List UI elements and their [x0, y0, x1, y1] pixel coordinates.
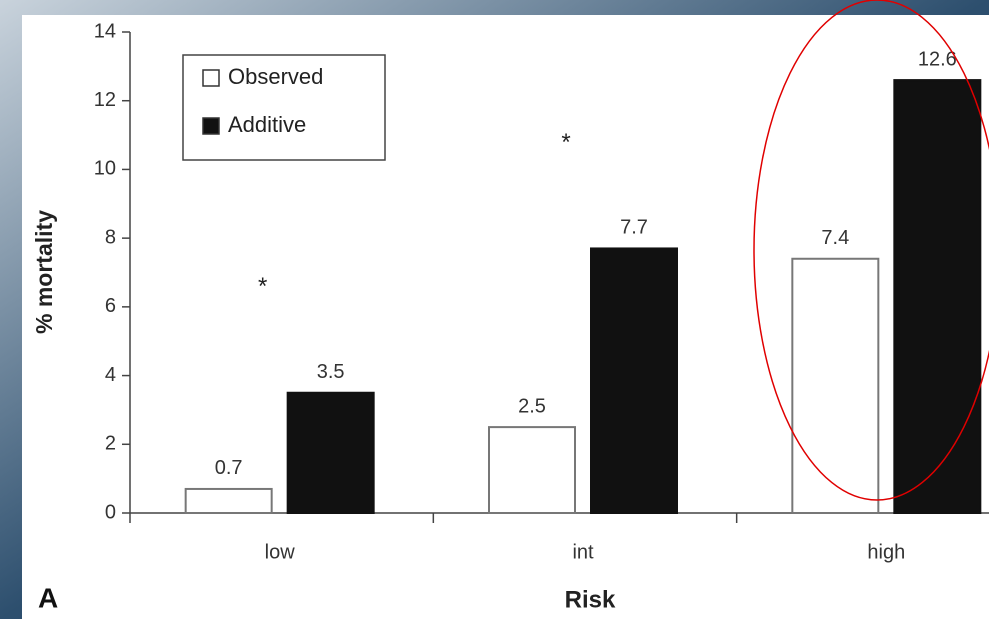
legend-label: Additive [228, 112, 306, 137]
y-tick-label: 2 [105, 433, 116, 455]
value-label: 2.5 [518, 395, 546, 417]
y-tick-label: 12 [94, 89, 116, 111]
bar [894, 80, 980, 513]
x-tick-label: int [572, 541, 594, 563]
bar [288, 393, 374, 513]
y-axis-title: % mortality [31, 210, 57, 334]
x-tick-label: high [867, 541, 905, 563]
y-tick-label: 8 [105, 226, 116, 248]
value-label: 12.6 [918, 48, 957, 70]
legend-label: Observed [228, 64, 323, 89]
y-tick-label: 10 [94, 158, 116, 180]
y-tick-label: 14 [94, 20, 116, 42]
value-label: 3.5 [317, 361, 345, 383]
value-label: 0.7 [215, 457, 243, 479]
bar [489, 427, 575, 513]
legend-swatch [203, 70, 219, 86]
value-label: 7.4 [821, 227, 849, 249]
panel-label: A [38, 582, 58, 613]
legend-swatch [203, 118, 219, 134]
bar [591, 248, 677, 513]
value-label: 7.7 [620, 217, 648, 239]
x-tick-label: low [265, 541, 296, 563]
y-tick-label: 4 [105, 364, 116, 386]
chart: A Risk % mortality 0 2 4 6 8 10 12 14 low 0.7 3.5 *… [0, 0, 989, 619]
bar [792, 259, 878, 513]
x-axis-title: Risk [565, 586, 616, 613]
y-tick-label: 0 [105, 501, 116, 523]
page: A Risk % mortality 0 2 4 6 8 10 12 14 low 0.7 3.5 *… [0, 0, 989, 619]
significance-marker: * [258, 273, 267, 300]
y-tick-label: 6 [105, 295, 116, 317]
bar [186, 489, 272, 513]
significance-marker: * [561, 129, 570, 156]
